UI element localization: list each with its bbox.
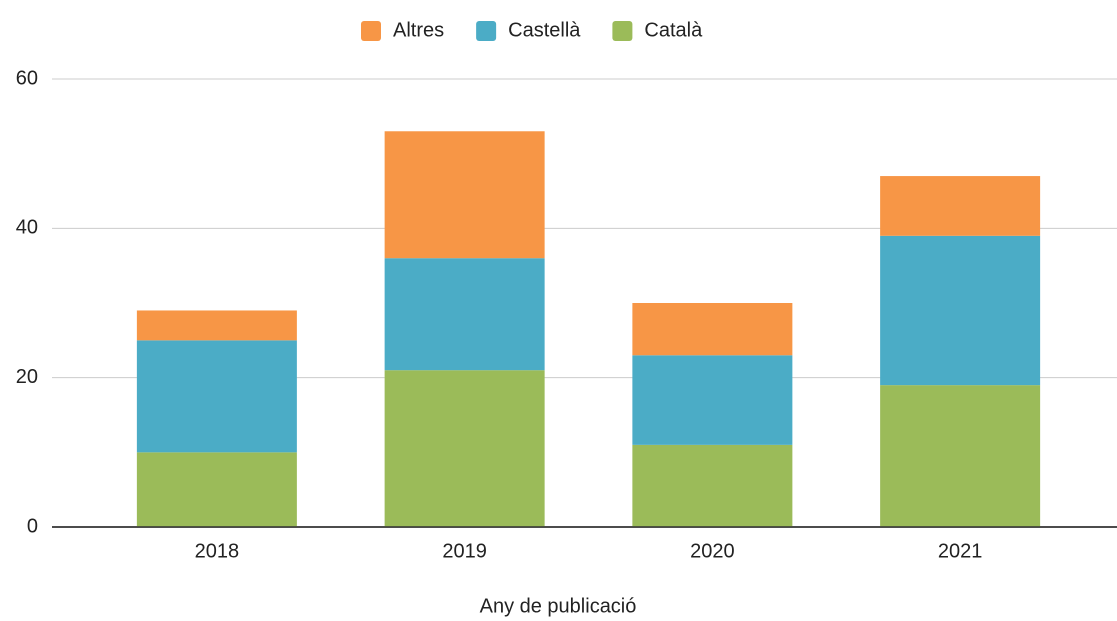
bar-segment <box>880 385 1041 527</box>
y-tick-label: 40 <box>16 217 38 239</box>
x-tick-label: 2020 <box>690 540 735 562</box>
legend-swatch <box>361 21 381 41</box>
bar-segment <box>384 370 545 527</box>
x-tick-label: 2018 <box>195 540 240 562</box>
x-axis-label: Any de publicació <box>480 595 637 617</box>
legend-label: Català <box>644 19 703 41</box>
x-tick-label: 2021 <box>938 540 983 562</box>
bar-segment <box>136 340 297 453</box>
bar-segment <box>136 452 297 527</box>
legend-swatch <box>476 21 497 41</box>
legend-label: Altres <box>393 19 444 41</box>
bar-segment <box>632 303 793 356</box>
y-tick-label: 20 <box>16 366 38 388</box>
bar-segment <box>632 355 793 445</box>
legend-label: Castellà <box>508 19 581 41</box>
bar-segment <box>632 444 793 527</box>
bar-segment <box>136 310 297 341</box>
bar-segment <box>880 235 1041 386</box>
bar-segment <box>880 176 1041 236</box>
bar-segment <box>384 131 545 259</box>
legend-swatch <box>612 21 633 41</box>
y-tick-label: 0 <box>27 515 38 537</box>
bar-segment <box>384 258 545 371</box>
x-tick-label: 2019 <box>442 540 487 562</box>
y-tick-label: 60 <box>16 67 38 89</box>
